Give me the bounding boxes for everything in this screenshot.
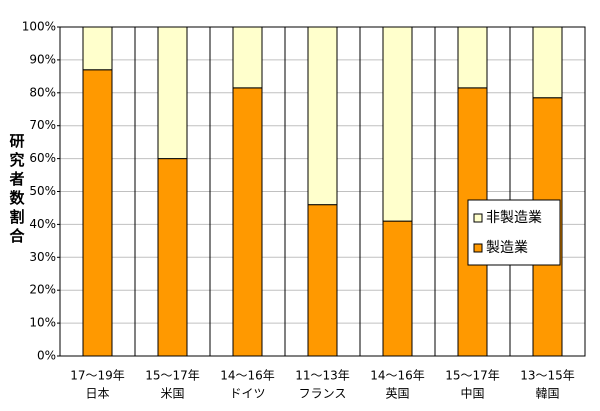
bar-segment — [457, 26, 488, 89]
x-tick-label: 14～16年 — [370, 369, 425, 383]
bar-segment — [232, 87, 263, 357]
y-tick-label: 100% — [22, 20, 56, 34]
x-tick-label: フランス — [299, 387, 347, 401]
y-axis-label: 研究者数割合 — [8, 133, 26, 247]
x-tick-label: 13～15年 — [520, 369, 575, 383]
y-tick-label: 20% — [29, 283, 56, 297]
legend-box — [467, 199, 561, 266]
bar-segment — [382, 220, 413, 357]
x-tick-label: 14～16年 — [220, 369, 275, 383]
legend-swatch — [473, 213, 483, 223]
bar-segment — [307, 26, 338, 206]
x-tick-label: 米国 — [160, 387, 184, 401]
bar-segment — [307, 204, 338, 357]
x-tick-label: 日本 — [85, 387, 109, 401]
bar-segment — [82, 69, 113, 357]
y-tick-label: 0% — [37, 349, 56, 363]
legend-label: 製造業 — [486, 240, 528, 256]
x-tick-label: ドイツ — [229, 387, 265, 401]
x-tick-label: 15～17年 — [445, 369, 500, 383]
legend-swatch — [473, 243, 483, 253]
y-tick-label: 60% — [29, 151, 56, 165]
y-tick-label: 70% — [29, 118, 56, 132]
bar-segment — [157, 158, 188, 357]
plot-border — [59, 26, 586, 357]
x-tick-label: 17～19年 — [70, 369, 125, 383]
y-tick-label: 30% — [29, 250, 56, 264]
y-tick-label: 50% — [29, 184, 56, 198]
bar-segment — [82, 26, 113, 71]
legend-label: 非製造業 — [486, 210, 542, 226]
bar-segment — [532, 26, 563, 99]
x-tick-label: 英国 — [385, 387, 409, 401]
bar-segment — [382, 26, 413, 222]
x-tick-label: 中国 — [460, 386, 484, 401]
x-tick-label: 15～17年 — [145, 369, 200, 383]
x-tick-label: 韓国 — [535, 387, 559, 401]
bar-segment — [157, 26, 188, 160]
bar-segment — [232, 26, 263, 89]
y-tick-label: 90% — [29, 52, 56, 66]
y-tick-label: 80% — [29, 85, 56, 99]
y-tick-label: 10% — [29, 316, 56, 330]
y-tick-label: 40% — [29, 217, 56, 231]
x-tick-label: 11～13年 — [295, 369, 350, 383]
